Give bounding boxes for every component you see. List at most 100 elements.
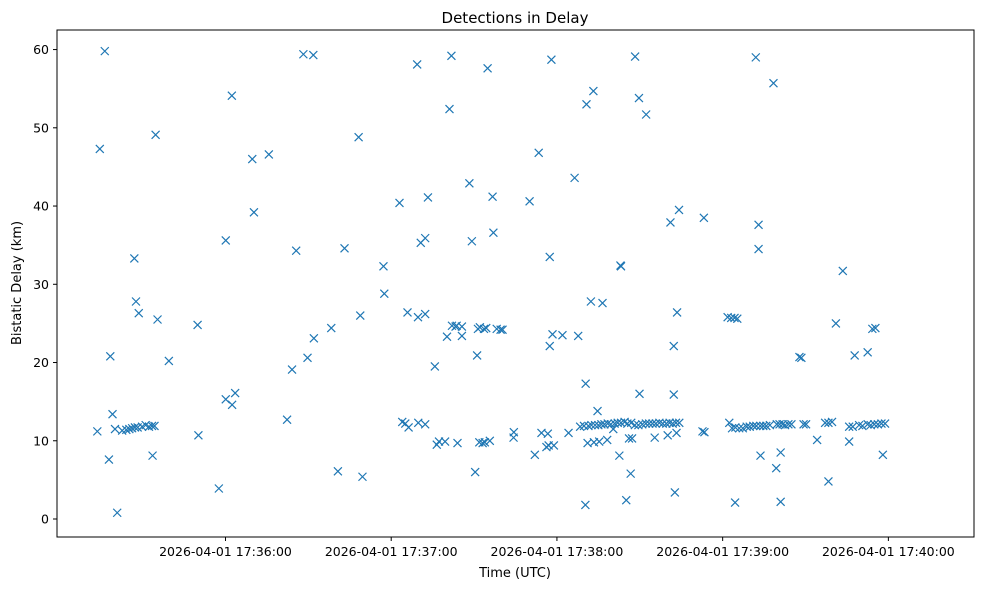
data-point: [587, 420, 596, 430]
data-point: [870, 323, 880, 333]
y-axis-label: Bistatic Delay (km): [10, 221, 25, 345]
data-point: [395, 198, 404, 208]
data-point: [730, 313, 739, 323]
data-point: [844, 437, 854, 446]
data-point: [488, 228, 498, 238]
data-point: [496, 325, 506, 335]
y-tick-label: 30: [33, 277, 49, 292]
data-point: [488, 192, 497, 202]
data-point: [481, 323, 491, 333]
data-point: [672, 308, 682, 317]
data-point: [573, 331, 583, 341]
data-point: [799, 419, 809, 429]
data-point: [108, 409, 117, 419]
data-point: [674, 418, 684, 428]
data-point: [624, 433, 634, 443]
data-point: [549, 441, 559, 450]
data-point: [582, 99, 591, 109]
data-point: [598, 298, 607, 308]
data-point: [724, 418, 734, 428]
data-point: [548, 329, 557, 339]
data-point: [354, 132, 364, 142]
data-point: [534, 148, 544, 158]
data-point: [420, 309, 430, 319]
data-point: [627, 433, 637, 443]
x-axis-label: Time (UTC): [478, 566, 551, 581]
data-point: [783, 419, 793, 429]
data-point: [616, 261, 626, 271]
data-point: [867, 324, 877, 334]
data-point: [153, 315, 162, 324]
data-point: [866, 420, 876, 430]
data-point: [129, 254, 139, 263]
data-point: [100, 46, 110, 56]
data-point: [249, 207, 259, 217]
data-point: [580, 500, 590, 510]
data-point: [472, 351, 482, 360]
data-point: [824, 418, 833, 428]
data-point: [105, 351, 115, 361]
data-point: [608, 424, 618, 434]
data-point: [630, 52, 640, 62]
data-point: [674, 205, 684, 215]
data-point: [227, 91, 237, 101]
data-point: [470, 467, 480, 477]
data-point: [838, 266, 848, 276]
data-point: [732, 314, 742, 324]
data-point: [850, 351, 860, 360]
y-tick-label: 0: [41, 512, 49, 527]
data-point: [333, 466, 343, 476]
data-point: [630, 420, 640, 430]
data-point: [121, 425, 131, 435]
data-point: [227, 400, 237, 410]
data-point: [854, 420, 864, 430]
data-point: [827, 417, 837, 427]
data-point: [754, 244, 763, 254]
data-point: [641, 419, 651, 428]
data-point: [530, 450, 540, 460]
data-point: [442, 332, 452, 342]
data-point: [134, 308, 144, 318]
data-point: [698, 426, 707, 436]
data-point: [796, 353, 806, 363]
data-point: [661, 419, 671, 428]
data-point: [824, 477, 833, 486]
y-tick-label: 40: [33, 199, 49, 214]
data-point: [247, 154, 257, 164]
data-point: [614, 451, 624, 461]
data-point: [214, 484, 224, 493]
data-point: [857, 421, 867, 431]
x-tick-label: 2026-04-01 17:38:00: [491, 544, 624, 559]
y-tick-label: 20: [33, 355, 49, 370]
data-point: [148, 451, 157, 461]
data-point: [467, 236, 477, 246]
data-point: [453, 438, 462, 448]
data-point: [340, 243, 349, 253]
data-point: [287, 365, 297, 374]
data-point: [873, 419, 883, 429]
data-point: [844, 422, 854, 432]
data-point: [412, 60, 422, 69]
data-point: [124, 424, 134, 434]
data-point: [326, 323, 336, 333]
data-point: [621, 495, 631, 505]
data-point: [878, 450, 888, 460]
data-point: [641, 110, 651, 119]
data-point: [545, 341, 555, 351]
data-point: [545, 252, 555, 262]
y-tick-label: 60: [33, 42, 49, 57]
data-point: [480, 437, 490, 447]
data-point: [303, 353, 312, 363]
y-axis-ticks: 0 10 20 30 40 50 60: [33, 42, 57, 527]
data-point: [150, 421, 159, 431]
data-point: [110, 424, 120, 434]
data-point: [420, 419, 430, 429]
data-point: [309, 333, 319, 343]
data-point: [379, 289, 389, 299]
data-point: [812, 435, 822, 445]
data-point: [769, 78, 778, 88]
data-point: [558, 330, 567, 340]
data-point: [95, 144, 105, 154]
data-point: [699, 427, 709, 437]
